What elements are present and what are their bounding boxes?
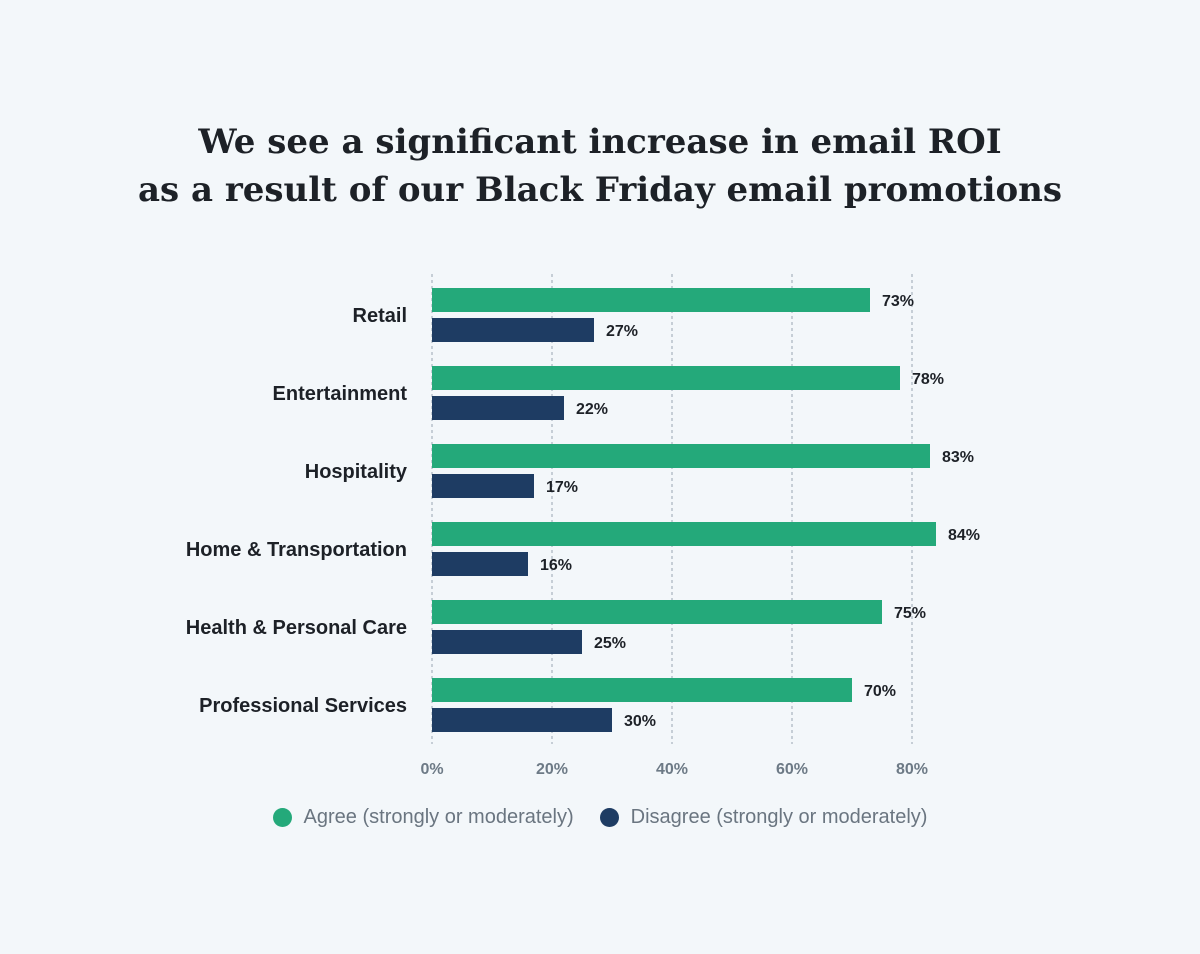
category-label-hospitality: Hospitality [305,461,408,483]
bar-agree-professional-services [432,678,852,702]
x-tick-label-40: 40% [656,761,688,778]
bar-disagree-home-transportation [432,552,528,576]
data-label-disagree-hospitality: 17% [546,479,578,496]
data-label-disagree-home-transportation: 16% [540,557,572,574]
bar-disagree-hospitality [432,474,534,498]
data-label-disagree-retail: 27% [606,323,638,340]
bar-disagree-entertainment [432,396,564,420]
legend-item-disagree: Disagree (strongly or moderately) [599,806,928,829]
data-label-disagree-health-personal-care: 25% [594,635,626,652]
bar-disagree-professional-services [432,708,612,732]
x-tick-label-0: 0% [420,761,443,778]
category-label-home-transportation: Home & Transportation [186,539,407,561]
legend-swatch-disagree [599,808,619,827]
x-tick-label-20: 20% [536,761,568,778]
chart-legend: Agree (strongly or moderately) Disagree … [0,806,1200,829]
bar-agree-home-transportation [432,522,936,546]
bar-agree-retail [432,288,870,312]
data-label-agree-professional-services: 70% [864,683,896,700]
chart-title-line-1: We see a significant increase in email R… [198,122,1002,162]
chart-title: We see a significant increase in email R… [0,118,1200,214]
data-label-agree-hospitality: 83% [942,449,974,466]
legend-item-agree: Agree (strongly or moderately) [272,806,574,829]
category-label-entertainment: Entertainment [273,383,408,405]
legend-swatch-agree [272,808,292,827]
data-label-agree-entertainment: 78% [912,371,944,388]
chart-title-line-2: as a result of our Black Friday email pr… [137,170,1063,210]
legend-label-disagree: Disagree (strongly or moderately) [630,806,928,828]
data-label-disagree-entertainment: 22% [576,401,608,418]
x-tick-label-80: 80% [896,761,928,778]
legend-label-agree: Agree (strongly or moderately) [303,806,574,828]
category-label-retail: Retail [353,305,407,327]
data-label-agree-health-personal-care: 75% [894,605,926,622]
bar-agree-hospitality [432,444,930,468]
category-label-professional-services: Professional Services [199,695,407,717]
data-label-agree-home-transportation: 84% [948,527,980,544]
data-label-disagree-professional-services: 30% [624,713,656,730]
data-label-agree-retail: 73% [882,293,914,310]
bar-disagree-retail [432,318,594,342]
category-label-health-personal-care: Health & Personal Care [186,617,407,639]
x-tick-label-60: 60% [776,761,808,778]
bar-agree-entertainment [432,366,900,390]
bar-agree-health-personal-care [432,600,882,624]
bar-disagree-health-personal-care [432,630,582,654]
